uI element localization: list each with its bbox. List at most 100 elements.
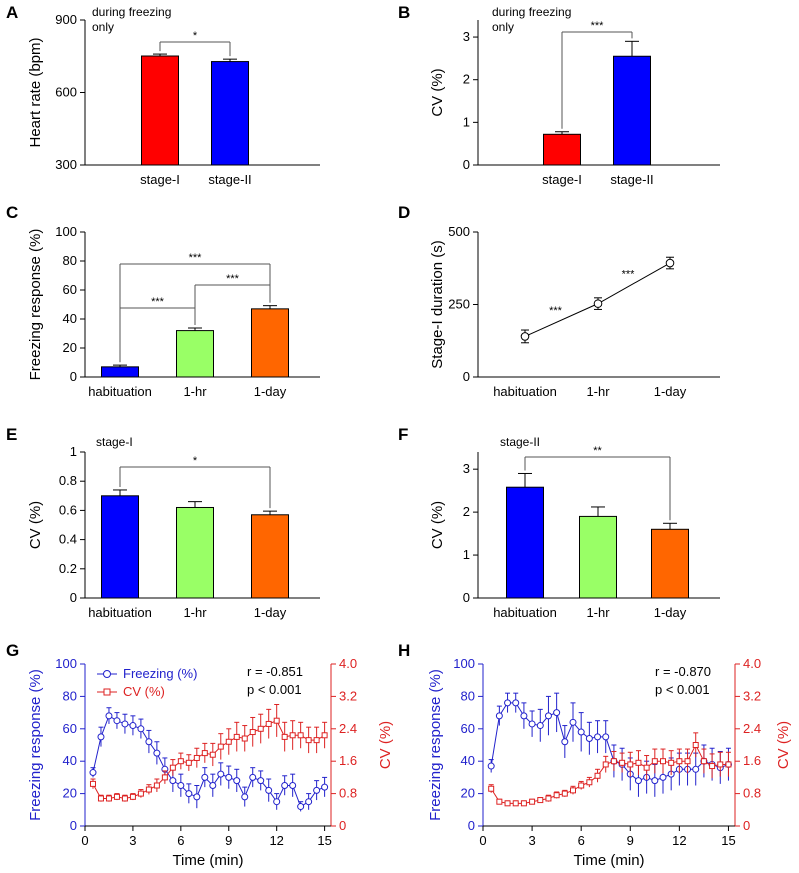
y-tick-label: 2 bbox=[463, 504, 470, 519]
data-point bbox=[585, 735, 593, 743]
data-point bbox=[153, 749, 161, 757]
panel-A: A 300 600 900 Heart rate (bpm) during freezin… bbox=[6, 3, 320, 187]
data-point bbox=[89, 769, 97, 777]
left-y-tick-label: 80 bbox=[63, 688, 77, 703]
data-point bbox=[241, 793, 249, 801]
bar-1-hr bbox=[579, 515, 617, 599]
panel-letter: H bbox=[398, 641, 410, 660]
y-tick-label: 300 bbox=[55, 157, 77, 172]
data-point bbox=[619, 759, 626, 766]
data-point bbox=[665, 258, 675, 268]
panel-letter: F bbox=[398, 425, 408, 444]
right-y-tick-label: 0 bbox=[339, 818, 346, 833]
left-y-tick-label: 0 bbox=[70, 818, 77, 833]
data-point bbox=[177, 758, 184, 765]
x-tick-label: 1-hr bbox=[183, 605, 207, 620]
data-point bbox=[660, 758, 666, 765]
data-point bbox=[651, 758, 658, 765]
x-tick-label: 1-hr bbox=[586, 605, 610, 620]
data-point bbox=[137, 725, 145, 733]
annotation-text: only bbox=[92, 20, 114, 34]
left-y-tick-label: 60 bbox=[63, 721, 77, 736]
y-tick-label: 500 bbox=[448, 224, 470, 239]
y-tick-label: 0 bbox=[463, 590, 470, 605]
data-point bbox=[643, 764, 650, 771]
y-tick-label: 0 bbox=[70, 590, 77, 605]
x-tick-label: habituation bbox=[88, 384, 152, 399]
data-point bbox=[289, 782, 297, 789]
data-point bbox=[297, 732, 304, 739]
data-point bbox=[121, 720, 129, 728]
bar-stage-II bbox=[211, 61, 249, 166]
data-point bbox=[488, 785, 495, 792]
series-cv bbox=[89, 704, 328, 802]
stats-text: p < 0.001 bbox=[655, 682, 710, 697]
significance-label: *** bbox=[591, 20, 605, 32]
data-point bbox=[273, 717, 280, 724]
data-point bbox=[273, 798, 281, 806]
data-point bbox=[634, 777, 642, 785]
bar-habituation bbox=[101, 366, 139, 378]
y-tick-label: 100 bbox=[55, 224, 77, 239]
data-point bbox=[512, 699, 520, 707]
data-point bbox=[209, 751, 216, 758]
data-point bbox=[545, 795, 552, 802]
right-y-tick-label: 2.4 bbox=[339, 721, 357, 736]
data-point bbox=[504, 800, 511, 807]
data-point bbox=[495, 712, 503, 720]
data-point bbox=[528, 720, 536, 728]
data-point bbox=[529, 798, 536, 805]
legend-marker bbox=[103, 688, 111, 696]
annotation-text: only bbox=[492, 20, 514, 34]
data-point bbox=[586, 779, 593, 786]
series-freezing bbox=[89, 707, 329, 812]
data-point bbox=[249, 773, 257, 781]
y-tick-label: 20 bbox=[63, 340, 77, 355]
y-tick-label: 0 bbox=[463, 369, 470, 384]
bar-1-day bbox=[251, 514, 289, 599]
data-point bbox=[265, 786, 273, 794]
data-point bbox=[668, 759, 675, 766]
significance-label: ** bbox=[593, 445, 602, 457]
significance-label: *** bbox=[226, 273, 240, 285]
data-point bbox=[129, 793, 136, 800]
data-point bbox=[536, 722, 544, 730]
x-tick-label: habituation bbox=[493, 384, 557, 399]
y-tick-label: 600 bbox=[55, 85, 77, 100]
significance-label: *** bbox=[549, 305, 563, 317]
bar-1-hr bbox=[176, 506, 214, 599]
y-tick-label: 0.6 bbox=[59, 502, 77, 517]
data-point bbox=[544, 712, 552, 720]
data-point bbox=[233, 733, 240, 740]
annotation-text: stage-II bbox=[500, 435, 540, 449]
left-y-tick-label: 20 bbox=[461, 786, 475, 801]
x-tick-label: 3 bbox=[528, 833, 535, 848]
x-tick-label: habituation bbox=[493, 605, 557, 620]
data-point bbox=[321, 783, 329, 791]
data-point bbox=[537, 797, 544, 804]
data-point bbox=[496, 798, 503, 805]
bar-1-hr bbox=[176, 330, 214, 378]
data-point bbox=[651, 777, 659, 785]
y-tick-label: 60 bbox=[63, 282, 77, 297]
data-point bbox=[725, 761, 732, 768]
data-point bbox=[627, 761, 634, 768]
data-point bbox=[217, 743, 224, 750]
left-y-tick-label: 60 bbox=[461, 721, 475, 736]
panel-letter: G bbox=[6, 641, 19, 660]
data-point bbox=[659, 773, 667, 781]
data-point bbox=[121, 795, 128, 802]
data-point bbox=[520, 800, 527, 807]
data-point bbox=[717, 761, 724, 768]
left-y-tick-label: 40 bbox=[461, 753, 475, 768]
series-line bbox=[490, 743, 729, 804]
data-point bbox=[561, 738, 569, 746]
data-point bbox=[105, 712, 113, 720]
data-point bbox=[321, 732, 328, 739]
data-point bbox=[105, 795, 112, 802]
annotation-text: during freezing bbox=[92, 5, 171, 19]
data-point bbox=[676, 758, 683, 765]
x-tick-label: 0 bbox=[81, 833, 88, 848]
right-y-tick-label: 0.8 bbox=[743, 786, 761, 801]
